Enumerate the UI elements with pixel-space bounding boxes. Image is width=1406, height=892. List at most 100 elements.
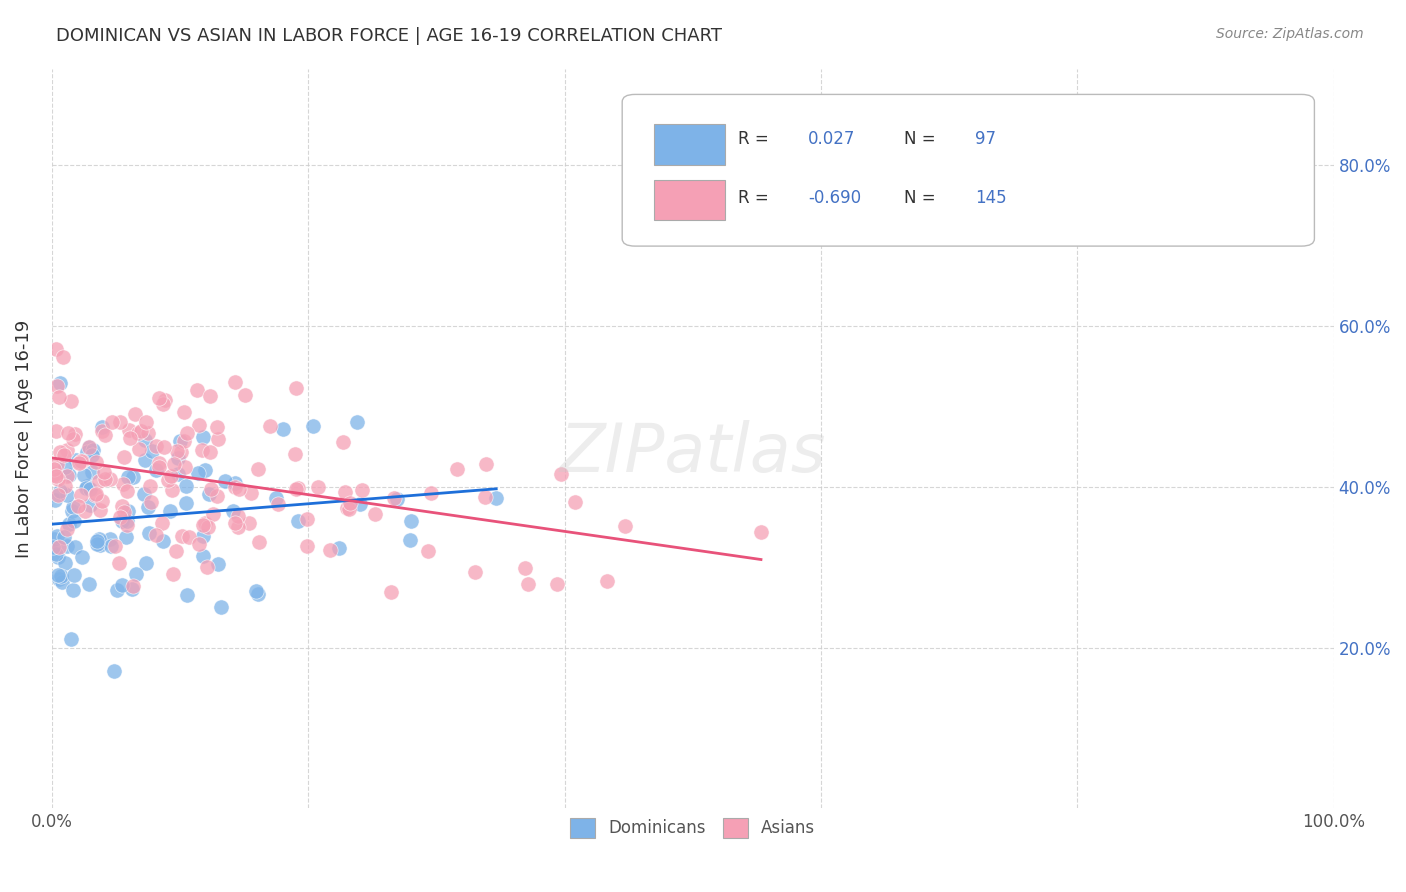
Point xyxy=(333,484,356,499)
Point xyxy=(159,504,181,518)
Point xyxy=(284,447,307,461)
Point xyxy=(339,496,361,510)
Point xyxy=(110,509,132,524)
Point xyxy=(55,479,77,493)
Point xyxy=(197,520,219,534)
Point xyxy=(222,504,245,518)
Point xyxy=(328,541,350,555)
Point xyxy=(198,389,221,403)
Text: Source: ZipAtlas.com: Source: ZipAtlas.com xyxy=(1216,27,1364,41)
Point xyxy=(515,561,537,575)
Point xyxy=(79,482,101,496)
Point xyxy=(145,463,167,477)
Point xyxy=(111,500,134,514)
Point xyxy=(51,574,73,589)
Point xyxy=(127,425,149,440)
Point xyxy=(79,498,101,512)
Point xyxy=(42,462,65,476)
Point xyxy=(224,480,246,494)
Point xyxy=(48,568,70,582)
Point xyxy=(112,450,135,464)
Text: 0.027: 0.027 xyxy=(808,130,855,148)
Point xyxy=(84,487,107,501)
Point xyxy=(62,500,84,515)
Point xyxy=(48,573,70,587)
Point xyxy=(191,443,214,458)
Point xyxy=(48,484,70,499)
Point xyxy=(165,544,187,558)
Point xyxy=(86,534,108,549)
Point xyxy=(141,444,163,458)
Point xyxy=(186,383,208,397)
Point xyxy=(70,454,93,468)
Point xyxy=(167,467,190,482)
Point xyxy=(387,491,409,506)
Point xyxy=(474,457,496,471)
Point xyxy=(94,472,117,486)
Point xyxy=(138,526,160,541)
Point xyxy=(226,520,249,534)
FancyBboxPatch shape xyxy=(623,95,1315,246)
Point xyxy=(86,537,108,551)
Point xyxy=(148,392,170,406)
Point xyxy=(546,577,568,591)
Point xyxy=(62,582,84,597)
Point xyxy=(205,490,228,504)
Point xyxy=(65,452,87,467)
Point xyxy=(136,500,159,514)
Point xyxy=(67,456,90,470)
Point xyxy=(382,491,405,505)
Point xyxy=(77,577,100,591)
Point xyxy=(173,434,195,448)
Point xyxy=(166,450,188,465)
Point xyxy=(380,584,402,599)
Point xyxy=(91,493,114,508)
Point xyxy=(117,517,139,532)
Text: DOMINICAN VS ASIAN IN LABOR FORCE | AGE 16-19 CORRELATION CHART: DOMINICAN VS ASIAN IN LABOR FORCE | AGE … xyxy=(56,27,723,45)
Point xyxy=(205,420,228,434)
Point xyxy=(249,535,271,549)
Point xyxy=(349,497,371,511)
Y-axis label: In Labor Force | Age 16-19: In Labor Force | Age 16-19 xyxy=(15,319,32,558)
Point xyxy=(44,492,66,507)
Point xyxy=(53,531,76,545)
Point xyxy=(399,533,422,548)
Point xyxy=(287,514,309,528)
Point xyxy=(134,453,156,467)
Point xyxy=(80,448,103,462)
Point xyxy=(45,469,67,483)
Point xyxy=(125,566,148,581)
Point xyxy=(207,558,229,572)
Point xyxy=(136,425,159,440)
Text: -0.690: -0.690 xyxy=(808,189,862,207)
Point xyxy=(245,583,267,598)
Point xyxy=(76,445,98,459)
Point xyxy=(108,556,131,570)
Point xyxy=(284,381,307,395)
Point xyxy=(198,487,221,501)
Point xyxy=(346,415,368,429)
Text: R =: R = xyxy=(738,189,773,207)
Point xyxy=(150,516,173,530)
Point xyxy=(160,469,183,483)
Point xyxy=(70,454,93,468)
Point xyxy=(69,455,91,469)
Point xyxy=(464,565,486,579)
Point xyxy=(114,530,136,544)
Text: R =: R = xyxy=(738,130,773,148)
Point xyxy=(52,350,75,364)
Point xyxy=(191,518,214,533)
Point xyxy=(82,443,104,458)
Point xyxy=(307,480,329,494)
Point xyxy=(98,533,121,547)
Point xyxy=(73,468,96,483)
Point xyxy=(129,424,152,438)
Point xyxy=(157,473,180,487)
Point xyxy=(224,375,246,389)
Point xyxy=(62,432,84,446)
Point xyxy=(76,479,98,493)
Point xyxy=(264,491,287,505)
Point xyxy=(56,488,79,502)
Point xyxy=(224,476,246,491)
Point xyxy=(517,577,540,591)
